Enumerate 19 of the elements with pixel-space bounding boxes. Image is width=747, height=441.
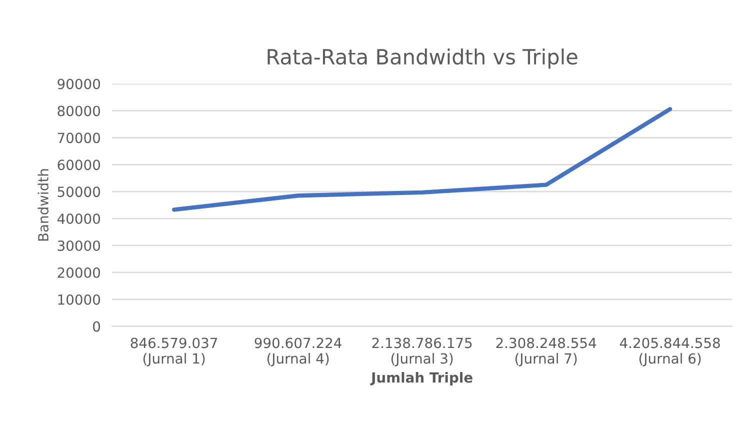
y-tick-label: 20000: [58, 267, 100, 278]
line-series: [172, 107, 672, 212]
x-tick-label: 2.308.248.554 (Jurnal 7): [496, 338, 596, 366]
y-tick-label: 50000: [58, 186, 100, 198]
y-axis-title: Bandwidth: [38, 169, 49, 241]
chart-title: Rata-Rata Bandwidth vs Triple: [268, 48, 578, 69]
y-tick-label: 60000: [58, 160, 100, 170]
y-tick-label: 70000: [58, 132, 100, 144]
y-tick-label: 30000: [58, 240, 100, 251]
y-tick-label: 0: [93, 321, 100, 332]
x-tick-label: 990.607.224 (Jurnal 4): [254, 338, 342, 366]
x-tick-label: 846.579.037 (Jurnal 1): [130, 338, 218, 366]
y-tick-label: 90000: [58, 78, 100, 90]
x-tick-label: 4.205.844.558 (Jurnal 6): [620, 338, 720, 366]
x-tick-label: 2.138.786.175 (Jurnal 3): [372, 338, 472, 366]
y-tick-label: 10000: [58, 294, 100, 305]
y-tick-label: 80000: [58, 106, 100, 116]
x-axis-title: Jumlah Triple: [370, 372, 472, 386]
y-tick-label: 40000: [57, 214, 100, 224]
